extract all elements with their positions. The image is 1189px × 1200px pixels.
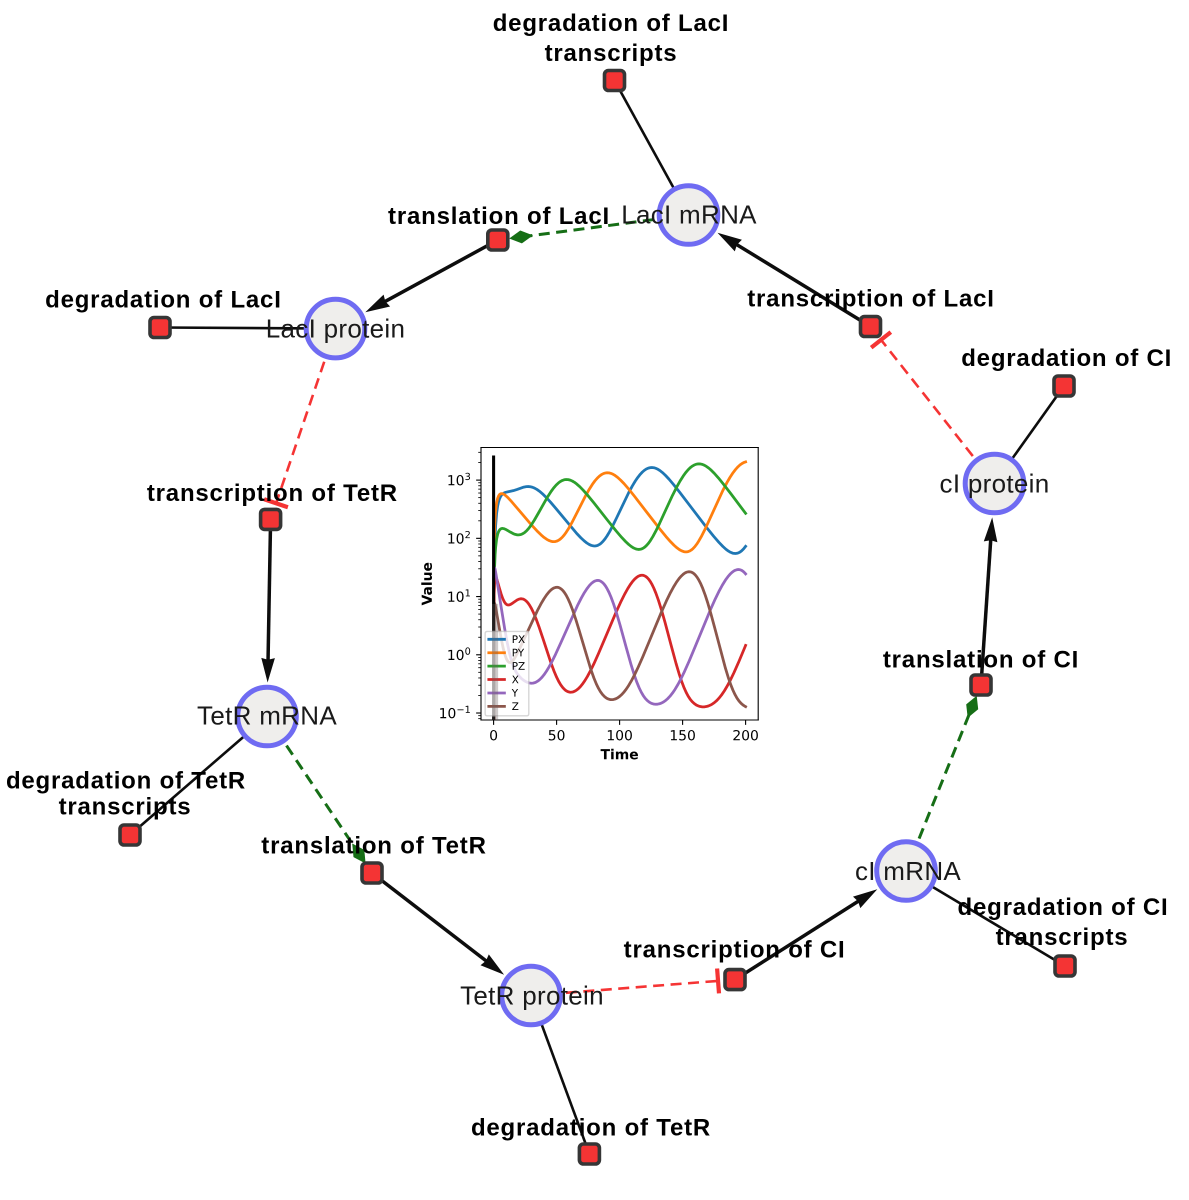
- svg-text:translation of CI: translation of CI: [883, 647, 1079, 674]
- svg-text:TetR mRNA: TetR mRNA: [197, 701, 337, 731]
- svg-text:cI mRNA: cI mRNA: [855, 856, 961, 886]
- svg-text:TetR protein: TetR protein: [460, 981, 604, 1011]
- svg-text:cI protein: cI protein: [940, 469, 1050, 499]
- svg-text:degradation of TetR: degradation of TetR: [6, 768, 246, 795]
- svg-text:LacI mRNA: LacI mRNA: [621, 200, 757, 230]
- svg-text:degradation of CI: degradation of CI: [958, 894, 1169, 921]
- svg-text:transcripts: transcripts: [545, 40, 678, 67]
- svg-text:translation of TetR: translation of TetR: [261, 833, 486, 860]
- svg-text:degradation of LacI: degradation of LacI: [493, 10, 730, 37]
- svg-text:transcription of CI: transcription of CI: [624, 937, 846, 964]
- svg-text:LacI protein: LacI protein: [266, 314, 405, 344]
- svg-text:transcription of TetR: transcription of TetR: [147, 480, 398, 507]
- svg-text:transcripts: transcripts: [59, 794, 192, 821]
- svg-text:degradation of TetR: degradation of TetR: [471, 1115, 711, 1142]
- svg-text:transcripts: transcripts: [996, 924, 1129, 951]
- svg-text:transcription of LacI: transcription of LacI: [747, 286, 995, 313]
- svg-text:degradation of CI: degradation of CI: [961, 345, 1172, 372]
- svg-text:degradation of LacI: degradation of LacI: [45, 287, 282, 314]
- svg-text:translation of LacI: translation of LacI: [388, 203, 610, 230]
